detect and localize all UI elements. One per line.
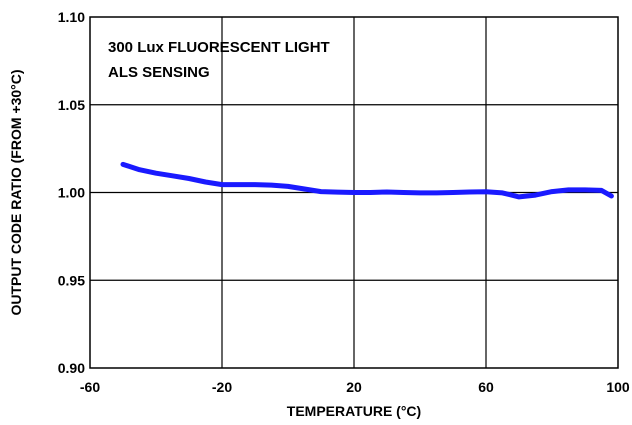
- x-tick-label: -60: [80, 379, 100, 395]
- series-line: [120, 161, 614, 200]
- x-tick-labels: -60 -20 20 60 100: [80, 379, 630, 395]
- x-axis-title: TEMPERATURE (°C): [287, 403, 421, 419]
- x-tick-label: 20: [346, 379, 362, 395]
- y-tick-label: 1.05: [58, 97, 85, 113]
- y-axis-title: OUTPUT CODE RATIO (FROM +30°C): [8, 69, 24, 315]
- x-tick-label: 100: [606, 379, 630, 395]
- y-tick-label: 0.95: [58, 272, 85, 288]
- x-tick-label: 60: [478, 379, 494, 395]
- y-tick-labels: 0.90 0.95 1.00 1.05 1.10: [58, 9, 85, 376]
- plot-frame: [89, 16, 619, 369]
- x-tick-label: -20: [212, 379, 232, 395]
- chart-annotation-line-2: ALS SENSING: [108, 64, 210, 81]
- y-tick-label: 0.90: [58, 360, 85, 376]
- chart-series-group: [120, 161, 614, 200]
- y-tick-label: 1.00: [58, 185, 85, 201]
- y-tick-label: 1.10: [58, 9, 85, 25]
- chart-annotation-line-1: 300 Lux FLUORESCENT LIGHT: [108, 39, 330, 56]
